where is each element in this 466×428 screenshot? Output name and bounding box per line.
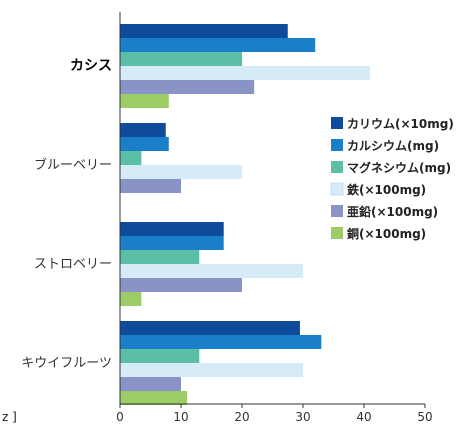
bar-1-6 <box>120 94 169 108</box>
legend: カリウム(×10mg) カルシウム(mg) マグネシウム(mg) 鉄(×100mg) 亜… <box>330 117 454 241</box>
bar-4-2 <box>120 335 322 349</box>
bar-4-4 <box>120 363 303 377</box>
bars-group <box>120 24 371 405</box>
bar-3-3 <box>120 250 200 264</box>
bar-3-1 <box>120 222 224 236</box>
x-ticks-group: 0 10 20 30 40 50 <box>116 404 433 424</box>
legend-swatch <box>331 139 343 151</box>
bar-3-2 <box>120 236 224 250</box>
legend-swatch <box>331 117 343 129</box>
legend-label: カルシウム(mg) <box>347 139 439 153</box>
legend-label: 亜鉛(×100mg) <box>347 204 438 219</box>
category-label: ブルーベリー <box>34 157 112 173</box>
category-label: ストロベリー <box>34 257 112 272</box>
stray-text: z ] <box>2 410 17 424</box>
bar-4-5 <box>120 377 181 391</box>
legend-swatch <box>331 161 343 173</box>
x-tick-label: 50 <box>417 410 432 424</box>
legend-label: マグネシウム(mg) <box>347 160 451 175</box>
bar-1-3 <box>120 52 242 66</box>
bar-4-1 <box>120 321 300 335</box>
bar-1-4 <box>120 66 371 80</box>
legend-swatch <box>331 227 343 239</box>
bar-2-1 <box>120 123 166 137</box>
bar-2-4 <box>120 165 242 179</box>
bar-1-2 <box>120 38 316 52</box>
bar-2-2 <box>120 137 169 151</box>
category-label: キウイフルーツ <box>21 356 112 371</box>
bar-2-5 <box>120 179 181 193</box>
x-tick-label: 30 <box>295 410 310 424</box>
bar-4-6 <box>120 391 188 405</box>
x-tick-label: 10 <box>173 410 188 424</box>
legend-swatch <box>331 205 343 217</box>
legend-label: 銅(×100mg) <box>346 226 426 241</box>
bar-3-4 <box>120 264 303 278</box>
x-tick-label: 0 <box>116 410 124 424</box>
bar-4-3 <box>120 349 200 363</box>
x-tick-label: 40 <box>356 410 371 424</box>
category-label: カシス <box>70 58 112 74</box>
legend-swatch <box>330 182 344 196</box>
bar-1-1 <box>120 24 288 38</box>
bar-3-5 <box>120 278 242 292</box>
legend-label: カリウム(×10mg) <box>347 117 454 131</box>
x-tick-label: 20 <box>234 410 249 424</box>
bar-1-5 <box>120 80 255 94</box>
bar-3-6 <box>120 292 142 306</box>
bar-2-3 <box>120 151 142 165</box>
legend-label: 鉄(×100mg) <box>347 182 426 197</box>
